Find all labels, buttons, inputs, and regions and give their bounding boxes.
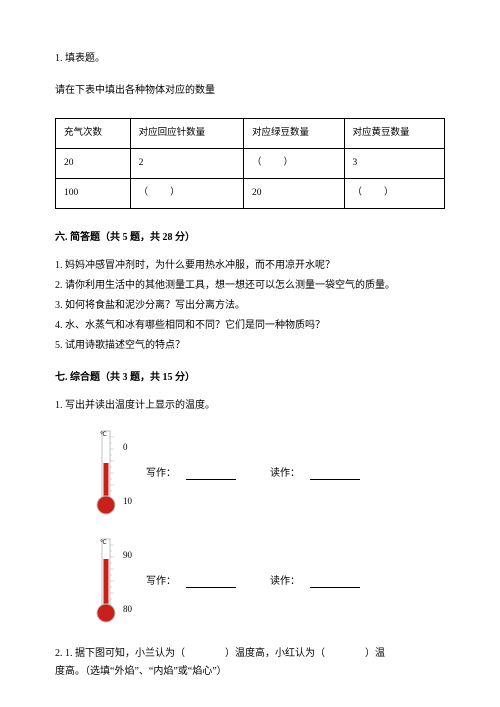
scale-top: 90 — [123, 547, 132, 563]
write-label: 写作： — [146, 573, 176, 591]
scale-bottom: 10 — [123, 493, 132, 509]
section7-q2-line2: 度高。（选填“外焰”、“内焰”或“焰心”） — [55, 663, 445, 681]
blank — [186, 469, 236, 480]
cell: （ ） — [344, 179, 445, 209]
list-item: 5. 试用诗歌描述空气的特点？ — [55, 337, 445, 355]
cell: 3 — [344, 149, 445, 179]
q1-label: 1. 填表题。 — [55, 50, 445, 68]
table-header-row: 充气次数 对应回应针数量 对应绿豆数量 对应黄豆数量 — [56, 119, 445, 149]
section7-q2-line1: 2. 1. 据下图可知，小兰认为（ ）温度高，小红认为（ ）温 — [55, 645, 445, 663]
cell: 20 — [56, 149, 131, 179]
read-label: 读作： — [270, 465, 300, 483]
blank — [310, 469, 360, 480]
blank — [310, 577, 360, 588]
cell: 20 — [244, 179, 344, 209]
q1-instruction: 请在下表中填出各种物体对应的数量 — [55, 82, 445, 100]
scale-bottom: 80 — [123, 601, 132, 617]
thermometer-icon: ℃ — [95, 429, 117, 519]
cell: （ ） — [130, 179, 243, 209]
thermo2-scale: 90 80 — [123, 547, 132, 617]
th-2: 对应绿豆数量 — [244, 119, 344, 149]
cell: （ ） — [244, 149, 344, 179]
section7-title: 七. 综合题（共 3 题，共 15 分） — [55, 369, 445, 387]
write-label: 写作： — [146, 465, 176, 483]
cell: 2 — [130, 149, 243, 179]
list-item: 4. 水、水蒸气和冰有哪些相同和不同？它们是同一种物质吗？ — [55, 317, 445, 335]
thermometer-1: ℃ 0 10 写作： 读作： — [95, 429, 445, 519]
cell: 100 — [56, 179, 131, 209]
th-3: 对应黄豆数量 — [344, 119, 445, 149]
table-row: 100 （ ） 20 （ ） — [56, 179, 445, 209]
read-label: 读作： — [270, 573, 300, 591]
th-0: 充气次数 — [56, 119, 131, 149]
list-item: 2. 请你利用生活中的其他测量工具，想一想还可以怎么测量一袋空气的质量。 — [55, 277, 445, 295]
table-row: 20 2 （ ） 3 — [56, 149, 445, 179]
scale-top: 0 — [123, 439, 132, 455]
blank — [186, 577, 236, 588]
thermometer-2: ℃ 90 80 写作： 读作： — [95, 537, 445, 627]
svg-text:℃: ℃ — [100, 540, 107, 546]
section6-list: 1. 妈妈冲感冒冲剂时，为什么要用热水冲服，而不用凉开水呢？ 2. 请你利用生活… — [55, 257, 445, 355]
thermo1-scale: 0 10 — [123, 439, 132, 509]
svg-text:℃: ℃ — [100, 432, 107, 438]
list-item: 3. 如何将食盐和泥沙分离？写出分离方法。 — [55, 297, 445, 315]
section6-title: 六. 简答题（共 5 题，共 28 分） — [55, 229, 445, 247]
data-table: 充气次数 对应回应针数量 对应绿豆数量 对应黄豆数量 20 2 （ ） 3 10… — [55, 118, 445, 209]
th-1: 对应回应针数量 — [130, 119, 243, 149]
section7-q1: 1. 写出并读出温度计上显示的温度。 — [55, 397, 445, 415]
list-item: 1. 妈妈冲感冒冲剂时，为什么要用热水冲服，而不用凉开水呢？ — [55, 257, 445, 275]
thermometer-icon: ℃ — [95, 537, 117, 627]
